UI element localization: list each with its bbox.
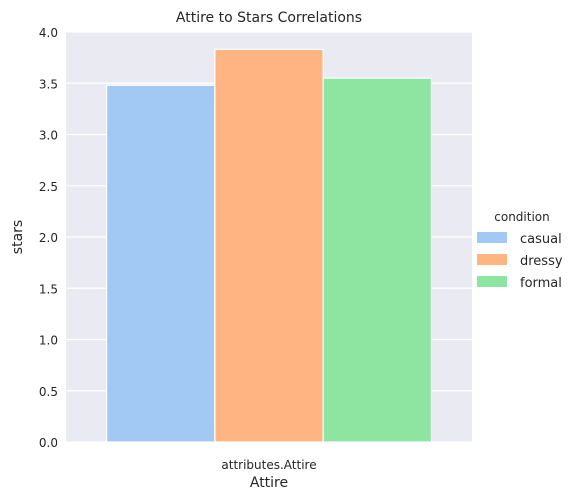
y-tick-label: 0.5 [39, 385, 58, 399]
x-axis-label: Attire [250, 475, 288, 491]
legend-items: casual dressy formal [477, 232, 563, 291]
y-tick-label: 3.5 [39, 77, 58, 91]
legend-swatch-casual [477, 232, 507, 243]
y-axis-label: stars [10, 220, 26, 254]
legend-swatch-dressy [477, 254, 507, 265]
bar-casual [105, 84, 216, 443]
legend: condition casual dressy formal [477, 210, 563, 291]
y-tick-label: 2.5 [39, 180, 58, 194]
bars [105, 48, 433, 443]
legend-label-casual: casual [520, 232, 562, 247]
y-tick-label: 1.0 [39, 334, 58, 348]
bar-formal [322, 77, 433, 443]
x-tick-label: attributes.Attire [221, 458, 316, 472]
y-tick-labels: 0.0 0.5 1.0 1.5 2.0 2.5 3.0 3.5 4.0 [39, 26, 58, 450]
y-tick-label: 2.0 [39, 231, 58, 245]
chart-title: Attire to Stars Correlations [176, 10, 362, 26]
legend-swatch-formal [477, 276, 507, 287]
bar-dressy [214, 48, 324, 443]
y-tick-label: 4.0 [39, 26, 58, 40]
legend-title: condition [494, 210, 549, 224]
y-tick-label: 3.0 [39, 129, 58, 143]
legend-label-dressy: dressy [520, 254, 563, 269]
y-tick-label: 0.0 [39, 436, 58, 450]
y-tick-label: 1.5 [39, 282, 58, 296]
x-tick-labels: attributes.Attire [221, 458, 316, 472]
legend-label-formal: formal [520, 276, 562, 291]
